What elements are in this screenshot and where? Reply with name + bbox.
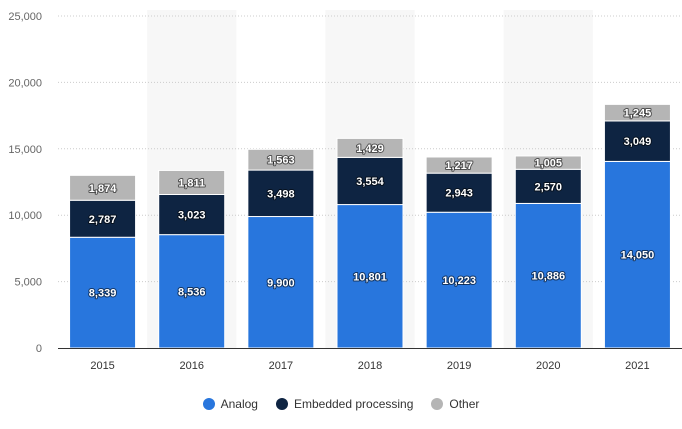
data-label-analog-2019: 10,223	[442, 275, 476, 287]
legend-marker-embedded-processing	[275, 398, 288, 410]
y-tick-label: 25,000	[8, 11, 42, 23]
data-label-embedded-processing-2016: 3,023	[178, 210, 206, 222]
bar-analog-2020[interactable]	[514, 202, 582, 349]
data-label-other-2018: 1,429	[356, 143, 384, 155]
bar-other-2018[interactable]	[336, 137, 404, 158]
bar-embedded-processing-2021[interactable]	[603, 120, 671, 162]
data-label-analog-2020: 10,886	[531, 271, 565, 283]
bar-other-2019[interactable]	[425, 156, 493, 174]
bars	[69, 103, 671, 349]
y-tick-label: 5,000	[14, 277, 42, 289]
x-tick-label: 2019	[447, 360, 471, 372]
data-label-other-2015: 1,874	[89, 183, 117, 195]
data-label-embedded-processing-2015: 2,787	[89, 214, 117, 226]
bar-analog-2016[interactable]	[158, 234, 226, 349]
legend-label-embedded-processing: Embedded processing	[293, 397, 414, 411]
data-label-other-2016: 1,811	[178, 177, 205, 189]
x-tick-label: 2015	[90, 360, 114, 372]
legend: Analog Embedded processing Other	[0, 394, 682, 414]
bar-embedded-processing-2015[interactable]	[69, 199, 137, 238]
data-label-other-2021: 1,245	[624, 108, 652, 120]
data-label-embedded-processing-2019: 2,943	[445, 188, 473, 200]
legend-marker-analog	[202, 398, 215, 410]
bar-other-2015[interactable]	[69, 174, 137, 201]
x-tick-label: 2016	[179, 360, 203, 372]
data-label-analog-2018: 10,801	[353, 271, 387, 283]
legend-marker-other	[431, 398, 444, 410]
data-label-embedded-processing-2018: 3,554	[356, 176, 384, 188]
legend-item-analog[interactable]: Analog	[202, 397, 258, 411]
data-label-analog-2017: 9,900	[267, 277, 295, 289]
bar-analog-2017[interactable]	[247, 216, 315, 349]
bar-analog-2018[interactable]	[336, 204, 404, 349]
bar-other-2021[interactable]	[603, 103, 671, 122]
y-axis: 0 5,000 10,000 15,000 20,000 25,000	[8, 11, 42, 355]
data-label-analog-2016: 8,536	[178, 286, 206, 298]
bar-embedded-processing-2018[interactable]	[336, 156, 404, 206]
chart: 0 5,000 10,000 15,000 20,000 25,000 8,339 2,78…	[8, 10, 682, 372]
legend-label-other: Other	[449, 397, 480, 411]
bar-other-2020[interactable]	[514, 155, 582, 170]
bar-analog-2019[interactable]	[425, 211, 493, 349]
legend-item-embedded-processing[interactable]: Embedded processing	[275, 397, 414, 411]
y-tick-label: 10,000	[8, 210, 42, 222]
data-label-analog-2021: 14,050	[621, 250, 655, 262]
x-tick-label: 2020	[536, 360, 560, 372]
legend-item-other[interactable]: Other	[431, 397, 479, 411]
bar-embedded-processing-2020[interactable]	[514, 168, 582, 204]
data-label-analog-2015: 8,339	[89, 288, 117, 300]
bar-analog-2021[interactable]	[603, 160, 671, 349]
data-label-other-2019: 1,217	[445, 160, 473, 172]
data-label-other-2017: 1,563	[267, 155, 295, 167]
y-tick-label: 0	[36, 343, 42, 355]
data-labels: 8,339 2,787 1,874 8,536 3,023 1,811 9,900 3,498…	[88, 107, 655, 301]
data-label-embedded-processing-2017: 3,498	[267, 188, 295, 200]
data-label-embedded-processing-2020: 2,570	[535, 181, 563, 193]
x-tick-label: 2018	[358, 360, 382, 372]
bar-analog-2015[interactable]	[69, 236, 137, 349]
bar-other-2016[interactable]	[158, 169, 226, 195]
x-tick-label: 2021	[625, 360, 649, 372]
bar-embedded-processing-2017[interactable]	[247, 169, 315, 218]
data-label-embedded-processing-2021: 3,049	[624, 136, 652, 148]
y-tick-label: 20,000	[8, 77, 42, 89]
bar-other-2017[interactable]	[247, 148, 315, 171]
data-label-other-2020: 1,005	[535, 158, 563, 170]
legend-label-analog: Analog	[220, 397, 258, 411]
y-tick-label: 15,000	[8, 144, 42, 156]
x-tick-label: 2017	[269, 360, 293, 372]
bar-embedded-processing-2019[interactable]	[425, 172, 493, 213]
x-axis: 2015 2016 2017 2018 2019 2020 2021	[58, 348, 682, 372]
